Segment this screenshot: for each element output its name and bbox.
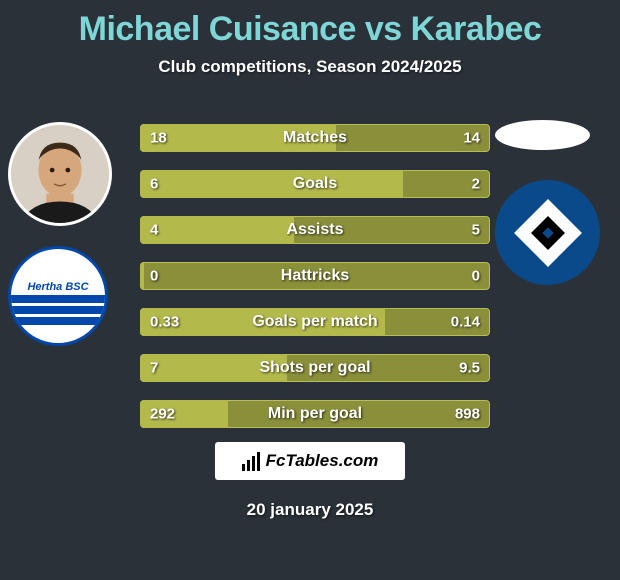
stat-value-left: 4: [150, 222, 158, 239]
stat-label: Goals: [293, 175, 337, 193]
bar-fill: [140, 262, 144, 290]
stat-row: 0.33 Goals per match 0.14: [140, 308, 490, 336]
footer-brand-text: FcTables.com: [266, 451, 379, 471]
stat-value-right: 14: [463, 130, 480, 147]
stat-label: Matches: [283, 129, 347, 147]
stat-row: 7 Shots per goal 9.5: [140, 354, 490, 382]
club-badge-left: Hertha BSC: [8, 246, 108, 346]
stat-value-left: 18: [150, 130, 167, 147]
subtitle: Club competitions, Season 2024/2025: [0, 57, 620, 77]
footer-date: 20 january 2025: [247, 500, 374, 520]
stat-value-left: 292: [150, 406, 175, 423]
stat-row: 4 Assists 5: [140, 216, 490, 244]
stat-label: Hattricks: [281, 267, 349, 285]
stat-value-right: 0: [472, 268, 480, 285]
stat-value-right: 898: [455, 406, 480, 423]
club-badge-right: [495, 180, 600, 285]
bar-fill: [140, 216, 294, 244]
comparison-bars: 18 Matches 14 6 Goals 2 4 Assists 5 0 Hattricks 0 0.…: [140, 124, 490, 446]
stat-label: Assists: [287, 221, 344, 239]
stat-label: Shots per goal: [259, 359, 370, 377]
hsv-diamond-icon: [514, 199, 582, 267]
footer-brand[interactable]: FcTables.com: [215, 442, 405, 480]
stat-row: 6 Goals 2: [140, 170, 490, 198]
stat-row: 292 Min per goal 898: [140, 400, 490, 428]
stat-value-left: 7: [150, 360, 158, 377]
player-left-avatar: [8, 122, 112, 226]
left-player-column: Hertha BSC: [8, 122, 112, 346]
club-left-label: Hertha BSC: [27, 281, 88, 293]
page-title: Michael Cuisance vs Karabec: [0, 0, 620, 49]
hertha-stripes-icon: [11, 295, 105, 335]
stat-row: 0 Hattricks 0: [140, 262, 490, 290]
player-right-avatar: [495, 120, 590, 150]
stat-value-left: 6: [150, 176, 158, 193]
stat-row: 18 Matches 14: [140, 124, 490, 152]
stat-value-right: 0.14: [451, 314, 480, 331]
stat-value-right: 5: [472, 222, 480, 239]
chart-bars-icon: [242, 452, 262, 471]
right-player-column: [495, 120, 600, 285]
stat-value-left: 0.33: [150, 314, 179, 331]
stat-value-right: 2: [472, 176, 480, 193]
stat-label: Goals per match: [252, 313, 377, 331]
stat-value-right: 9.5: [459, 360, 480, 377]
stat-value-left: 0: [150, 268, 158, 285]
bar-fill: [140, 170, 403, 198]
stat-label: Min per goal: [268, 405, 362, 423]
face-icon: [11, 125, 109, 223]
